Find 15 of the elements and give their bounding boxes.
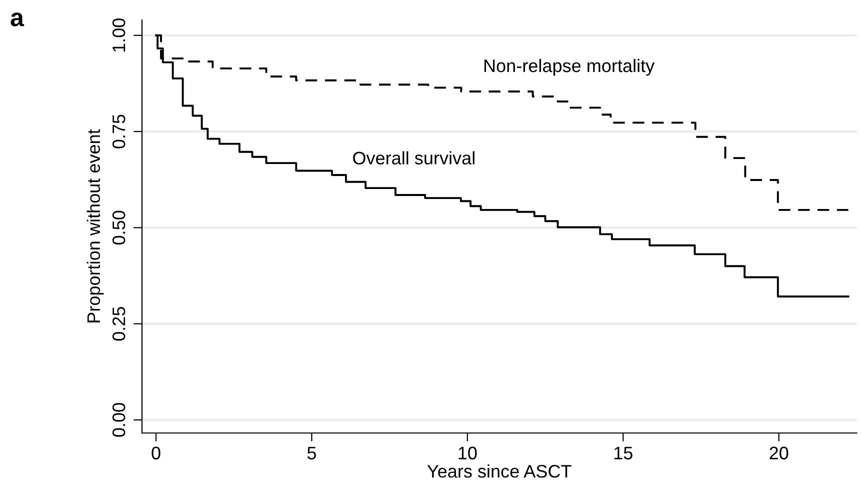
chart-title: a (10, 12, 24, 26)
x-tick-label: 10 (458, 446, 477, 460)
x-tick-label: 20 (770, 446, 788, 460)
x-tick-label: 5 (307, 446, 316, 460)
y-tick-label: 1.00 (112, 18, 126, 52)
x-tick-label: 0 (152, 446, 160, 460)
y-tick-label: 0.75 (112, 114, 126, 148)
y-tick-label: 0.25 (112, 306, 126, 341)
y-tick-label: 0.00 (112, 403, 126, 437)
series-label: Overall survival (353, 151, 474, 164)
x-tick-label: 15 (614, 446, 632, 460)
x-axis-title: Years since ASCT (427, 464, 572, 478)
series-label: Non-relapse mortality (484, 58, 655, 76)
y-axis-title: Proportion without event (86, 129, 104, 322)
y-tick-label: 0.50 (112, 210, 126, 245)
